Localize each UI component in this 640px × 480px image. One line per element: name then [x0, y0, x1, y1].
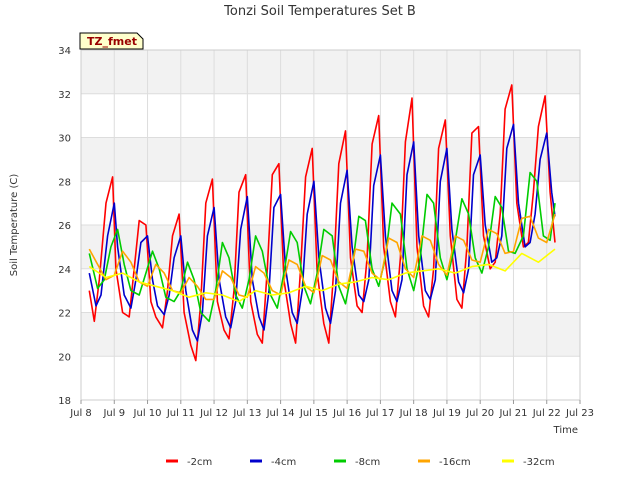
grid-lines	[80, 49, 581, 401]
plot-band	[81, 93, 580, 138]
y-tick-label: 24	[58, 265, 71, 276]
y-tick-label: 26	[58, 221, 71, 232]
series-line-32cm	[88, 248, 556, 303]
x-tick-label: Jul 17	[365, 408, 394, 419]
legend-item: -2cm	[166, 457, 212, 468]
series-line-8cm	[88, 171, 556, 323]
legend-label: -8cm	[355, 457, 380, 468]
x-tick-label: Jul 9	[102, 408, 125, 419]
series-line-16cm	[88, 213, 556, 301]
plot-band	[81, 356, 580, 400]
x-tick-label: Jul 11	[166, 408, 195, 419]
y-tick-label: 28	[58, 177, 71, 188]
plot-band	[81, 50, 580, 94]
legend: -2cm -4cm -8cm -16cm -32cm	[166, 457, 555, 468]
legend-label: -2cm	[187, 457, 212, 468]
y-tick-label: 20	[58, 352, 71, 363]
series-line-4cm	[88, 123, 556, 342]
x-tick-label: Jul 15	[299, 408, 328, 419]
x-tick-label: Jul 20	[465, 408, 494, 419]
x-tick-label: Jul 19	[432, 408, 461, 419]
plot-frame	[80, 49, 581, 401]
legend-item: -32cm	[502, 457, 555, 468]
y-tick-label: 32	[58, 90, 71, 101]
plot-band	[81, 137, 580, 182]
x-tick-label: Jul 21	[498, 408, 527, 419]
legend-label: -4cm	[271, 457, 296, 468]
x-tick-label: Jul 22	[532, 408, 561, 419]
legend-item: -8cm	[334, 457, 380, 468]
x-tick-label: Jul 16	[332, 408, 361, 419]
y-axis-label: Soil Temperature (C)	[9, 174, 20, 277]
series-lines	[88, 84, 556, 362]
y-tick-label: 18	[58, 396, 71, 407]
y-tick-label: 22	[58, 309, 71, 320]
y-tick-label: 34	[58, 46, 71, 57]
tag-label: TZ_fmet	[87, 35, 137, 48]
legend-item: -16cm	[418, 457, 471, 468]
chart-title: Tonzi Soil Temperatures Set B	[223, 4, 416, 19]
x-tick-label: Jul 14	[266, 408, 295, 419]
y-axis-ticks: 18 20 22 24 26 28 30 32 34	[58, 46, 71, 407]
plot-band	[81, 181, 580, 225]
tag-box-shape	[79, 32, 144, 50]
x-tick-label: Jul 13	[232, 408, 261, 419]
legend-item: -4cm	[250, 457, 296, 468]
legend-label: -32cm	[523, 457, 555, 468]
legend-label: -16cm	[439, 457, 471, 468]
y-tick-label: 30	[58, 134, 71, 145]
x-tick-label: Jul 10	[133, 408, 162, 419]
tag-box: TZ_fmet	[79, 32, 144, 50]
x-tick-label: Jul 8	[69, 408, 92, 419]
x-axis-label: Time	[553, 425, 578, 436]
x-tick-label: Jul 23	[565, 408, 594, 419]
x-tick-label: Jul 18	[399, 408, 428, 419]
x-tick-label: Jul 12	[199, 408, 228, 419]
x-axis-ticks: Jul 8 Jul 9 Jul 10 Jul 11 Jul 12 Jul 13 Jul 14…	[69, 400, 594, 419]
series-line-2cm	[88, 84, 556, 362]
